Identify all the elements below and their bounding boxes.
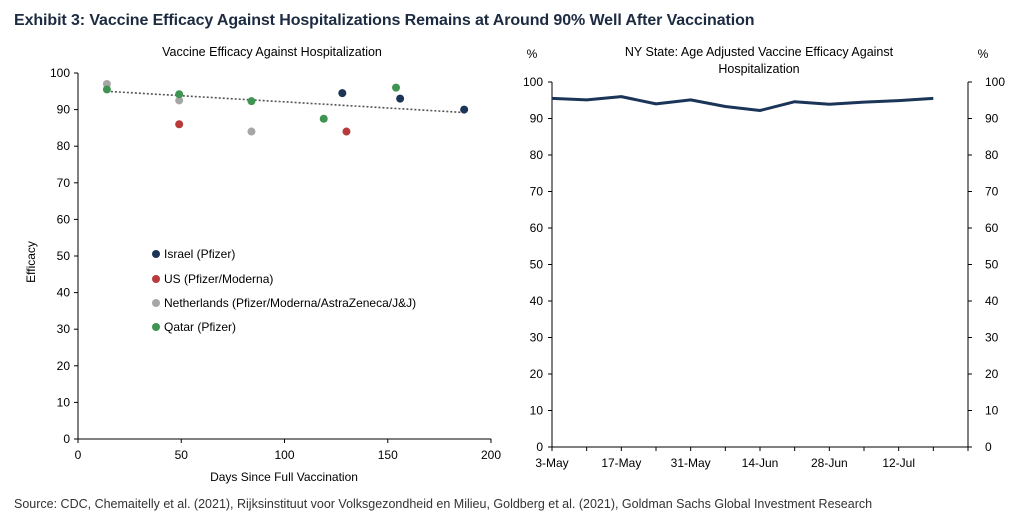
scatter-point xyxy=(175,96,184,105)
scatter-y-tick-label: 50 xyxy=(57,249,71,263)
scatter-point xyxy=(392,83,401,92)
line-left-y-tick-label: 70 xyxy=(530,185,544,199)
line-left-y-tick-label: 90 xyxy=(530,112,544,126)
scatter-y-tick-label: 70 xyxy=(57,176,71,190)
scatter-point xyxy=(396,94,405,103)
legend-marker xyxy=(152,323,160,331)
scatter-y-tick-label: 80 xyxy=(57,139,71,153)
line-right-y-tick-label: 60 xyxy=(985,221,999,235)
line-right-y-tick-label: 70 xyxy=(985,185,999,199)
scatter-point xyxy=(102,79,111,88)
legend-label: Israel (Pfizer) xyxy=(164,247,235,261)
line-right-y-tick-label: 90 xyxy=(985,112,999,126)
scatter-point xyxy=(460,105,469,114)
line-y-ticks: 0 0 10 10 20 20 30 30 40 40 50 50 60 60 70 70 80 80 90 90 10… xyxy=(523,75,1005,454)
legend-label: US (Pfizer/Moderna) xyxy=(164,272,273,286)
scatter-legend: Israel (Pfizer) US (Pfizer/Moderna) Nether… xyxy=(152,247,416,334)
scatter-x-tick-label: 100 xyxy=(274,448,294,462)
scatter-trendline xyxy=(106,90,465,114)
line-x-tick-label: 31-May xyxy=(671,456,711,470)
line-x-tick-label: 12-Jul xyxy=(882,456,915,470)
line-left-y-tick-label: 0 xyxy=(536,440,543,454)
scatter-y-tick-label: 0 xyxy=(63,432,70,446)
line-right-y-tick-label: 10 xyxy=(985,404,999,418)
scatter-y-tick-label: 90 xyxy=(57,103,71,117)
line-right-y-tick-label: 0 xyxy=(985,440,992,454)
legend-marker xyxy=(152,250,160,258)
legend-marker xyxy=(152,275,160,283)
scatter-y-tick-label: 10 xyxy=(57,395,71,409)
line-x-tick-label: 3-May xyxy=(535,456,568,470)
right-unit-label: % xyxy=(978,47,989,61)
scatter-point xyxy=(342,127,351,136)
scatter-x-ticks: 0 50 100 150 200 xyxy=(75,439,501,462)
scatter-x-tick-label: 50 xyxy=(175,448,189,462)
scatter-point xyxy=(175,90,184,99)
scatter-x-axis-label: Days Since Full Vaccination xyxy=(210,470,358,484)
line-x-tick-label: 28-Jun xyxy=(811,456,848,470)
line-x-tick-label: 14-Jun xyxy=(742,456,779,470)
line-left-y-tick-label: 100 xyxy=(523,75,543,89)
scatter-point xyxy=(102,85,111,94)
line-chart: NY State: Age Adjusted Vaccine Efficacy … xyxy=(523,45,1005,470)
line-chart-title-line-1: NY State: Age Adjusted Vaccine Efficacy … xyxy=(625,45,894,59)
line-left-y-tick-label: 20 xyxy=(530,367,544,381)
scatter-point xyxy=(175,120,184,129)
scatter-chart-title: Vaccine Efficacy Against Hospitalization xyxy=(162,45,382,59)
line-left-y-tick-label: 60 xyxy=(530,221,544,235)
scatter-y-tick-label: 100 xyxy=(50,66,70,80)
scatter-x-tick-label: 200 xyxy=(481,448,501,462)
scatter-x-tick-label: 150 xyxy=(378,448,398,462)
scatter-point xyxy=(247,127,256,136)
scatter-point xyxy=(319,114,328,123)
legend-label: Qatar (Pfizer) xyxy=(164,320,236,334)
line-right-y-tick-label: 80 xyxy=(985,148,999,162)
line-right-y-tick-label: 50 xyxy=(985,258,999,272)
line-left-y-tick-label: 50 xyxy=(530,258,544,272)
scatter-y-tick-label: 40 xyxy=(57,286,71,300)
legend-marker xyxy=(152,299,160,307)
scatter-x-tick-label: 0 xyxy=(75,448,82,462)
line-right-y-tick-label: 20 xyxy=(985,367,999,381)
line-left-y-tick-label: 30 xyxy=(530,331,544,345)
source-note: Source: CDC, Chemaitelly et al. (2021), … xyxy=(14,497,873,511)
line-x-ticks: 3-May 17-May 31-May 14-Jun 28-Jun 12-Jul xyxy=(535,447,969,470)
exhibit-title: Exhibit 3: Vaccine Efficacy Against Hosp… xyxy=(14,12,755,29)
line-x-tick-label: 17-May xyxy=(601,456,641,470)
scatter-point xyxy=(247,97,256,106)
line-left-y-tick-label: 10 xyxy=(530,404,544,418)
legend-label: Netherlands (Pfizer/Moderna/AstraZeneca/… xyxy=(164,296,416,310)
scatter-points xyxy=(102,79,469,136)
line-left-y-tick-label: 80 xyxy=(530,148,544,162)
line-left-y-tick-label: 40 xyxy=(530,294,544,308)
scatter-chart: Vaccine Efficacy Against Hospitalization… xyxy=(24,45,501,484)
scatter-y-ticks: 0 10 20 30 40 50 60 70 80 90 100 xyxy=(50,66,78,446)
scatter-y-tick-label: 30 xyxy=(57,322,71,336)
ny-efficacy-line xyxy=(551,95,934,112)
line-right-y-tick-label: 40 xyxy=(985,294,999,308)
line-right-y-tick-label: 30 xyxy=(985,331,999,345)
scatter-y-tick-label: 20 xyxy=(57,359,71,373)
scatter-point xyxy=(338,89,347,98)
line-chart-title-line-2: Hospitalization xyxy=(718,62,799,76)
left-unit-label: % xyxy=(527,47,538,61)
line-right-y-tick-label: 100 xyxy=(985,75,1005,89)
scatter-y-axis-label: Efficacy xyxy=(24,241,38,283)
scatter-y-tick-label: 60 xyxy=(57,212,71,226)
